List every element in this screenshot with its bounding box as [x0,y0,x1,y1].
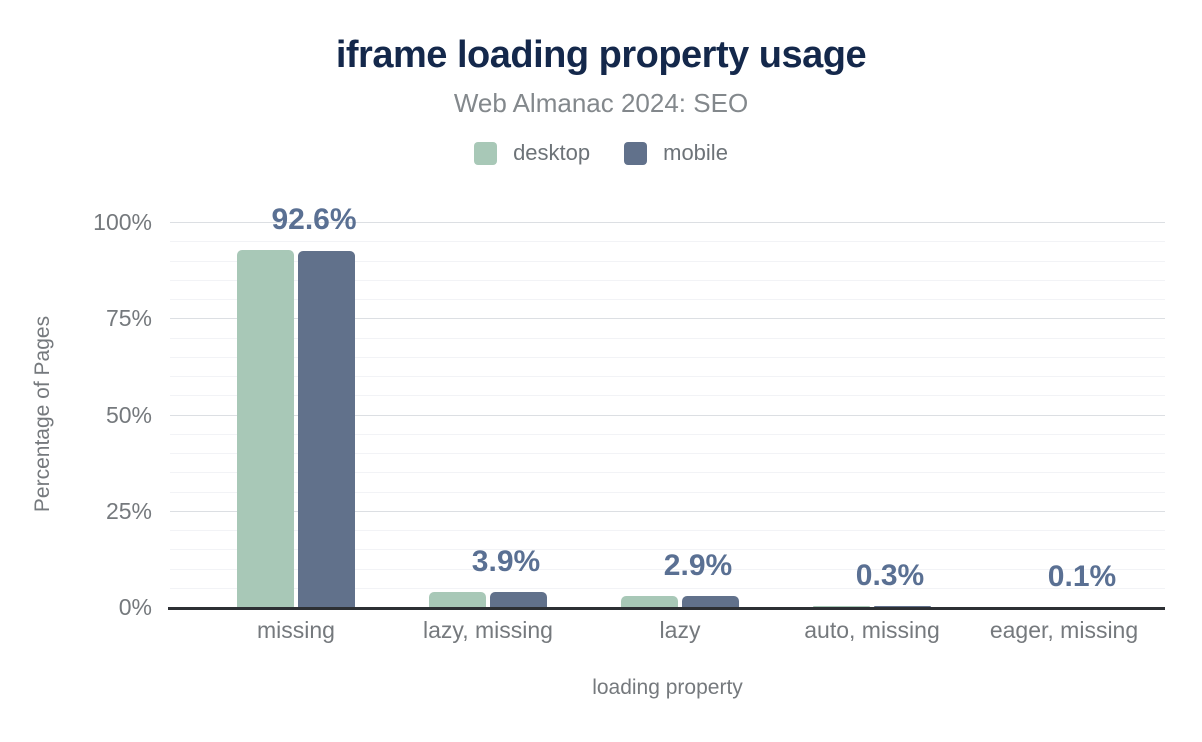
gridline-major [170,318,1165,320]
x-tick-label: auto, missing [804,617,940,643]
x-tick-label: missing [257,617,335,643]
y-tick-label: 100% [93,209,152,235]
x-axis-ticks: missing lazy, missing lazy auto, missing eag… [200,617,1160,644]
gridline-minor [170,337,1165,339]
bar-group: 92.6% [200,203,392,607]
legend-label-desktop: desktop [513,140,591,165]
mobile-bar[interactable] [874,605,931,607]
gridline-minor [170,260,1165,262]
gridline-major [170,414,1165,416]
value-label: 0.1% [1047,559,1117,593]
gridline-minor [170,395,1165,397]
legend-item-desktop[interactable]: desktop [474,140,590,166]
gridline-minor [170,279,1165,281]
mobile-bar[interactable] [490,592,547,607]
legend-item-mobile[interactable]: mobile [624,140,728,166]
gridline-minor [170,356,1165,358]
bar-group: 0.1% [968,222,1160,607]
gridline-minor [170,491,1165,493]
gridline-minor [170,433,1165,435]
bar-group: 0.3% [776,222,968,607]
plot-area: 92.6% 3.9% 2.9% 0.3% 0.1% [168,203,1165,610]
gridline-major [170,510,1165,512]
desktop-bar[interactable] [621,595,678,607]
x-tick-label: lazy, missing [423,617,553,643]
y-tick-label: 75% [105,305,152,332]
gridline-minor [170,453,1165,454]
mobile-legend-swatch-icon [624,141,648,165]
x-tick-label: eager, missing [989,617,1139,643]
y-tick-label: 50% [105,401,152,428]
mobile-bar[interactable] [298,250,355,607]
gridline-minor [170,587,1165,589]
value-label: 0.3% [855,558,925,592]
gridline-minor [170,530,1165,531]
x-axis-title: loading property [592,676,743,699]
chart-subtitle: Web Almanac 2024: SEO [453,88,749,118]
desktop-bar[interactable] [429,592,486,607]
mobile-bar[interactable] [682,595,739,607]
desktop-bar[interactable] [237,249,294,607]
gridline-minor [170,376,1165,377]
bars-row: 92.6% 3.9% 2.9% 0.3% 0.1% [200,203,1160,607]
chart-title: iframe loading property usage [335,34,867,76]
value-label: 92.6% [271,202,357,236]
value-label: 3.9% [471,545,541,578]
y-tick-label: 0% [118,594,152,620]
gridline-minor [170,568,1165,570]
desktop-bar[interactable] [813,605,870,607]
gridline-minor [170,549,1165,551]
bar-group: 3.9% [392,222,584,607]
gridline-minor [170,299,1165,300]
legend: desktop mobile [0,140,1202,166]
y-tick-label: 25% [105,497,152,524]
gridline-minor [170,472,1165,474]
legend-label-mobile: mobile [663,140,728,165]
x-tick-label: lazy [659,617,701,643]
desktop-legend-swatch-icon [474,141,498,165]
bar-group: 2.9% [584,222,776,607]
gridline-major [170,222,1165,223]
gridline-minor [170,241,1165,243]
x-axis-line [168,607,1165,610]
y-axis-title: Percentage of Pages [31,315,54,513]
value-label: 2.9% [663,548,733,582]
